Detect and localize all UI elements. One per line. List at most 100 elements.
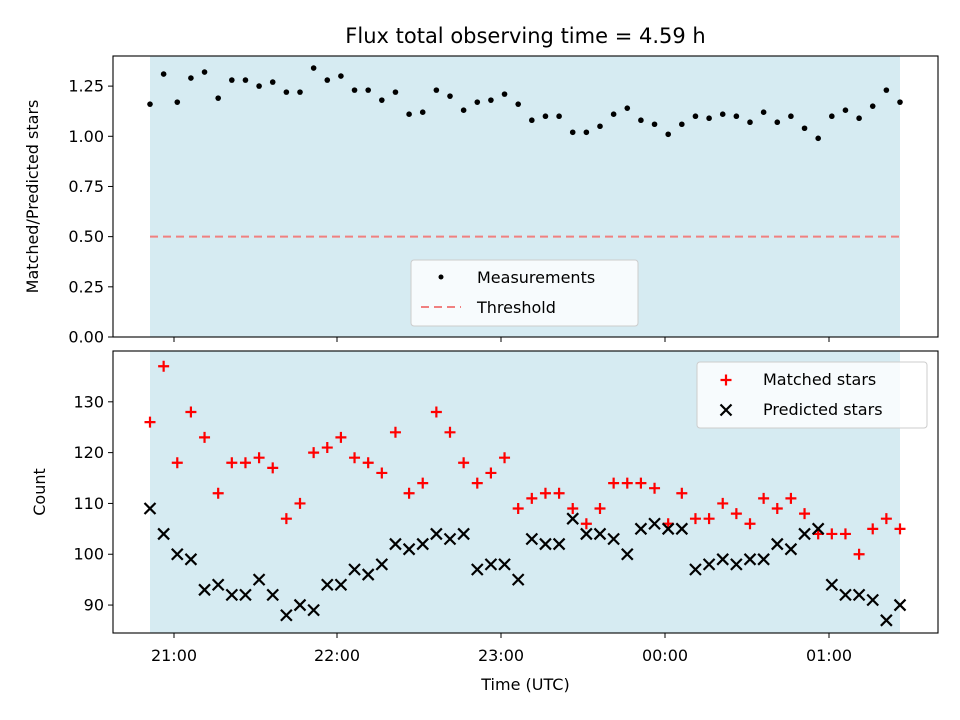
matched-star-point	[471, 477, 483, 489]
measurement-point	[897, 99, 903, 105]
predicted-star-point	[566, 512, 580, 525]
y-tick-label: 0.00	[68, 328, 104, 347]
predicted-star-point	[457, 527, 470, 541]
predicted-star-point	[511, 573, 525, 586]
matched-star-point	[512, 503, 524, 515]
matched-stars-points	[144, 360, 906, 560]
bottom-legend-box	[696, 361, 928, 429]
predicted-star-point	[198, 583, 211, 597]
legend-cross	[719, 403, 733, 417]
measurement-point	[419, 109, 426, 115]
predicted-star-point	[184, 553, 198, 566]
matched-star-point	[730, 508, 742, 520]
matched-star-point	[594, 503, 606, 515]
measurement-point	[788, 113, 794, 120]
matched-star-point	[580, 518, 592, 530]
matched-star-point	[526, 492, 538, 504]
measurement-point	[242, 77, 249, 83]
matched-star-point	[212, 487, 224, 499]
matched-star-point	[744, 518, 756, 530]
measurement-point	[324, 77, 331, 83]
measurement-point	[283, 89, 290, 95]
measurement-point	[215, 95, 221, 101]
measurement-point	[201, 69, 208, 75]
predicted-star-point	[416, 537, 430, 551]
predicted-star-point	[443, 532, 457, 546]
predicted-star-point	[716, 553, 730, 566]
measurement-point	[529, 117, 535, 124]
matched-star-point	[758, 492, 770, 504]
measurement-point	[338, 73, 344, 79]
measurement-point	[542, 113, 549, 120]
measurement-point	[679, 121, 685, 128]
bottom-y-ticks: 90 100 110 120 130	[73, 392, 113, 615]
measurement-point	[269, 79, 276, 85]
top-y-axis-label: Matched/Predicted stars	[23, 100, 42, 294]
predicted-star-point	[811, 522, 825, 536]
measurement-point	[801, 125, 808, 132]
measurement-point	[774, 119, 781, 126]
predicted-star-point	[825, 578, 839, 592]
measurement-point	[733, 113, 740, 120]
legend-predicted-marker	[719, 403, 733, 417]
y-tick-label: 90	[84, 596, 104, 615]
measurement-point	[883, 87, 890, 93]
predicted-star-point	[593, 527, 607, 541]
matched-star-point	[171, 457, 183, 469]
x-tick-label: 00:00	[642, 646, 688, 665]
predicted-star-point	[661, 522, 675, 536]
y-tick-label: 100	[73, 545, 104, 564]
measurement-point	[597, 123, 603, 130]
predicted-star-point	[675, 522, 689, 536]
measurement-point	[747, 119, 753, 126]
matched-star-point	[389, 426, 401, 438]
x-tick-label: 21:00	[151, 646, 197, 665]
predicted-stars-points	[143, 502, 907, 627]
measurement-point	[692, 113, 699, 120]
x-tick-label: 23:00	[478, 646, 524, 665]
matched-star-point	[376, 467, 388, 479]
matched-star-point	[689, 513, 701, 525]
predicted-star-point	[580, 527, 593, 541]
legend-threshold-label: Threshold	[476, 298, 556, 317]
predicted-star-point	[143, 502, 157, 515]
measurement-point	[869, 103, 876, 109]
x-axis-label: Time (UTC)	[480, 675, 569, 694]
measurement-point	[651, 121, 658, 128]
predicted-star-point	[743, 553, 757, 566]
measurement-point	[501, 91, 508, 97]
predicted-star-point	[498, 558, 511, 571]
measurement-point	[829, 113, 835, 120]
matched-star-point	[539, 487, 551, 499]
top-legend-box	[410, 259, 639, 327]
matched-star-point	[567, 503, 579, 515]
measurement-point	[310, 65, 317, 71]
matched-star-point	[280, 513, 292, 525]
matched-star-point	[158, 360, 170, 372]
matched-star-point	[649, 482, 661, 494]
measurement-point	[488, 97, 494, 103]
y-tick-label: 0.75	[68, 177, 104, 196]
measurement-point	[856, 115, 862, 122]
predicted-star-point	[784, 542, 798, 556]
matched-star-point	[826, 528, 838, 540]
measurement-point	[351, 87, 358, 93]
bottom-x-ticks: 21:00 22:00 23:00 00:00 01:00	[151, 633, 852, 665]
measurement-point	[365, 87, 371, 93]
legend-matched-label: Matched stars	[763, 370, 876, 389]
predicted-star-point	[225, 588, 239, 602]
chart-title: Flux total observing time = 4.59 h	[345, 24, 705, 48]
predicted-star-point	[280, 608, 293, 622]
matched-star-point	[771, 503, 783, 515]
matched-star-point	[199, 431, 211, 443]
measurement-point	[460, 107, 467, 113]
measurement-point	[392, 89, 399, 95]
measurement-point	[706, 115, 712, 122]
matched-star-point	[880, 513, 892, 525]
y-tick-label: 120	[73, 443, 104, 462]
predicted-star-point	[770, 537, 784, 551]
matched-star-point	[499, 452, 511, 464]
measurement-point	[624, 105, 631, 111]
predicted-star-point	[252, 573, 266, 586]
predicted-star-point	[361, 568, 375, 581]
